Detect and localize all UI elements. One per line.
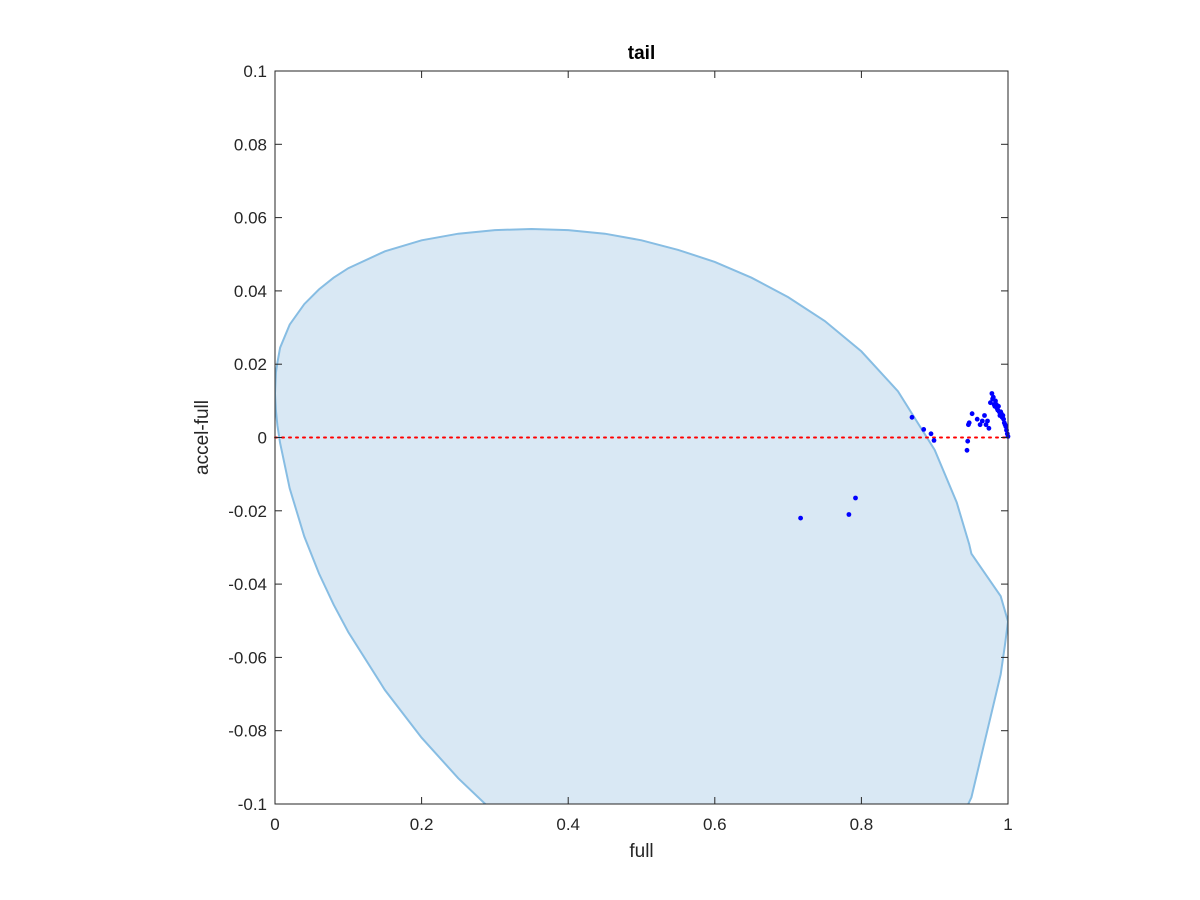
- chart-title: tail: [628, 43, 655, 64]
- y-tick-label: -0.08: [228, 722, 267, 741]
- y-tick-label: -0.04: [228, 575, 267, 594]
- y-tick-label: 0.02: [234, 355, 267, 374]
- x-tick-label: 0.8: [850, 815, 874, 834]
- x-tick-label: 0: [270, 815, 279, 834]
- data-point: [988, 400, 993, 406]
- data-point: [969, 411, 975, 417]
- data-point: [993, 398, 998, 404]
- region-layer: [275, 227, 1008, 804]
- y-tick-label: -0.02: [228, 502, 267, 521]
- data-point: [1003, 424, 1009, 429]
- data-point: [986, 425, 992, 431]
- data-point: [928, 431, 934, 437]
- y-axis-label: accel-full: [192, 400, 213, 475]
- y-tick-label: 0.1: [243, 62, 267, 81]
- data-point: [965, 438, 971, 444]
- x-tick-label: 0.6: [703, 815, 727, 834]
- confidence-region: [275, 227, 1008, 804]
- data-point: [964, 447, 970, 453]
- data-point: [931, 438, 937, 443]
- axis-ticks: [274, 70, 1009, 805]
- data-point: [853, 495, 858, 501]
- tick-labels: 0 0.2 0.4 0.6 0.8 1 0.1 0.08 0.06 0.04 0.02 0 -0.02 -…: [228, 62, 1012, 834]
- data-point: [983, 422, 989, 428]
- x-tick-label: 1: [1003, 815, 1012, 834]
- data-point: [996, 403, 1001, 409]
- data-point: [977, 422, 983, 428]
- data-point: [985, 418, 990, 424]
- y-tick-label: -0.06: [228, 648, 267, 667]
- x-tick-label: 0.4: [556, 815, 580, 834]
- data-point: [982, 413, 987, 418]
- data-point: [966, 420, 972, 426]
- data-point: [979, 418, 985, 424]
- data-point: [990, 394, 996, 400]
- data-point: [846, 512, 852, 517]
- x-axis-label: full: [629, 841, 653, 862]
- y-tick-label: 0.08: [234, 135, 267, 154]
- data-point: [974, 416, 980, 422]
- data-point: [921, 427, 927, 432]
- data-point: [989, 391, 995, 396]
- y-tick-label: 0: [258, 429, 267, 448]
- data-point: [798, 515, 803, 521]
- data-point: [909, 414, 915, 420]
- x-tick-label: 0.2: [410, 815, 434, 834]
- data-point: [1001, 416, 1006, 422]
- y-tick-label: 0.06: [234, 209, 267, 228]
- data-points: [798, 391, 1011, 521]
- y-tick-label: -0.1: [238, 795, 267, 814]
- data-point: [1000, 413, 1006, 418]
- y-tick-label: 0.04: [234, 282, 267, 301]
